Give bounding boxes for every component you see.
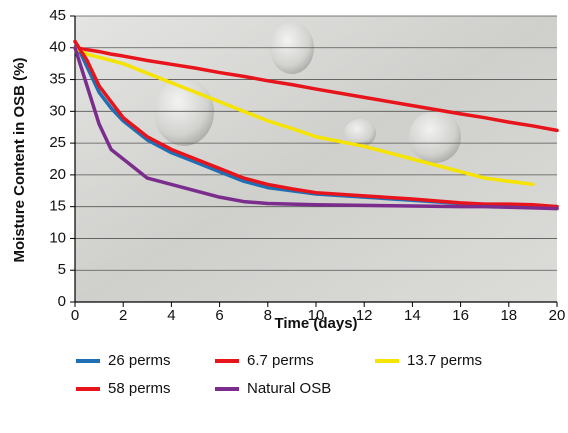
x-tick-label: 4 [167,307,175,324]
y-tick-label: 30 [49,102,66,119]
legend-label: 58 perms [108,380,171,397]
y-axis-label: Moisture Content in OSB (%) [11,58,28,263]
x-tick-label: 8 [264,307,272,324]
x-tick-label: 20 [549,307,566,324]
series-line [73,39,559,209]
x-tick-label: 0 [71,307,79,324]
x-tick-label: 18 [500,307,517,324]
decor-drop [409,111,461,163]
y-tick-label: 35 [49,71,66,88]
x-tick-label: 16 [452,307,469,324]
series-line [73,46,559,133]
legend-label: Natural OSB [247,380,331,397]
x-tick-label: 2 [119,307,127,324]
y-tick-label: 25 [49,134,66,151]
series-line [73,46,559,211]
x-tick-label: 10 [308,307,325,324]
x-tick-label: 14 [404,307,421,324]
y-tick-label: 15 [49,198,66,215]
y-tick-label: 20 [49,166,66,183]
x-axis-label: Time (days) [274,315,357,332]
y-tick-label: 10 [49,229,66,246]
plot-background [75,16,557,302]
x-tick-label: 6 [215,307,223,324]
series-line [73,46,535,187]
y-tick-label: 40 [49,39,66,56]
legend-label: 26 perms [108,352,171,369]
legend-label: 13.7 perms [407,352,482,369]
y-tick-label: 0 [58,293,66,310]
y-tick-label: 5 [58,261,66,278]
x-tick-label: 12 [356,307,373,324]
y-tick-label: 45 [49,7,66,24]
decor-drop [344,119,376,147]
legend-label: 6.7 perms [247,352,314,369]
